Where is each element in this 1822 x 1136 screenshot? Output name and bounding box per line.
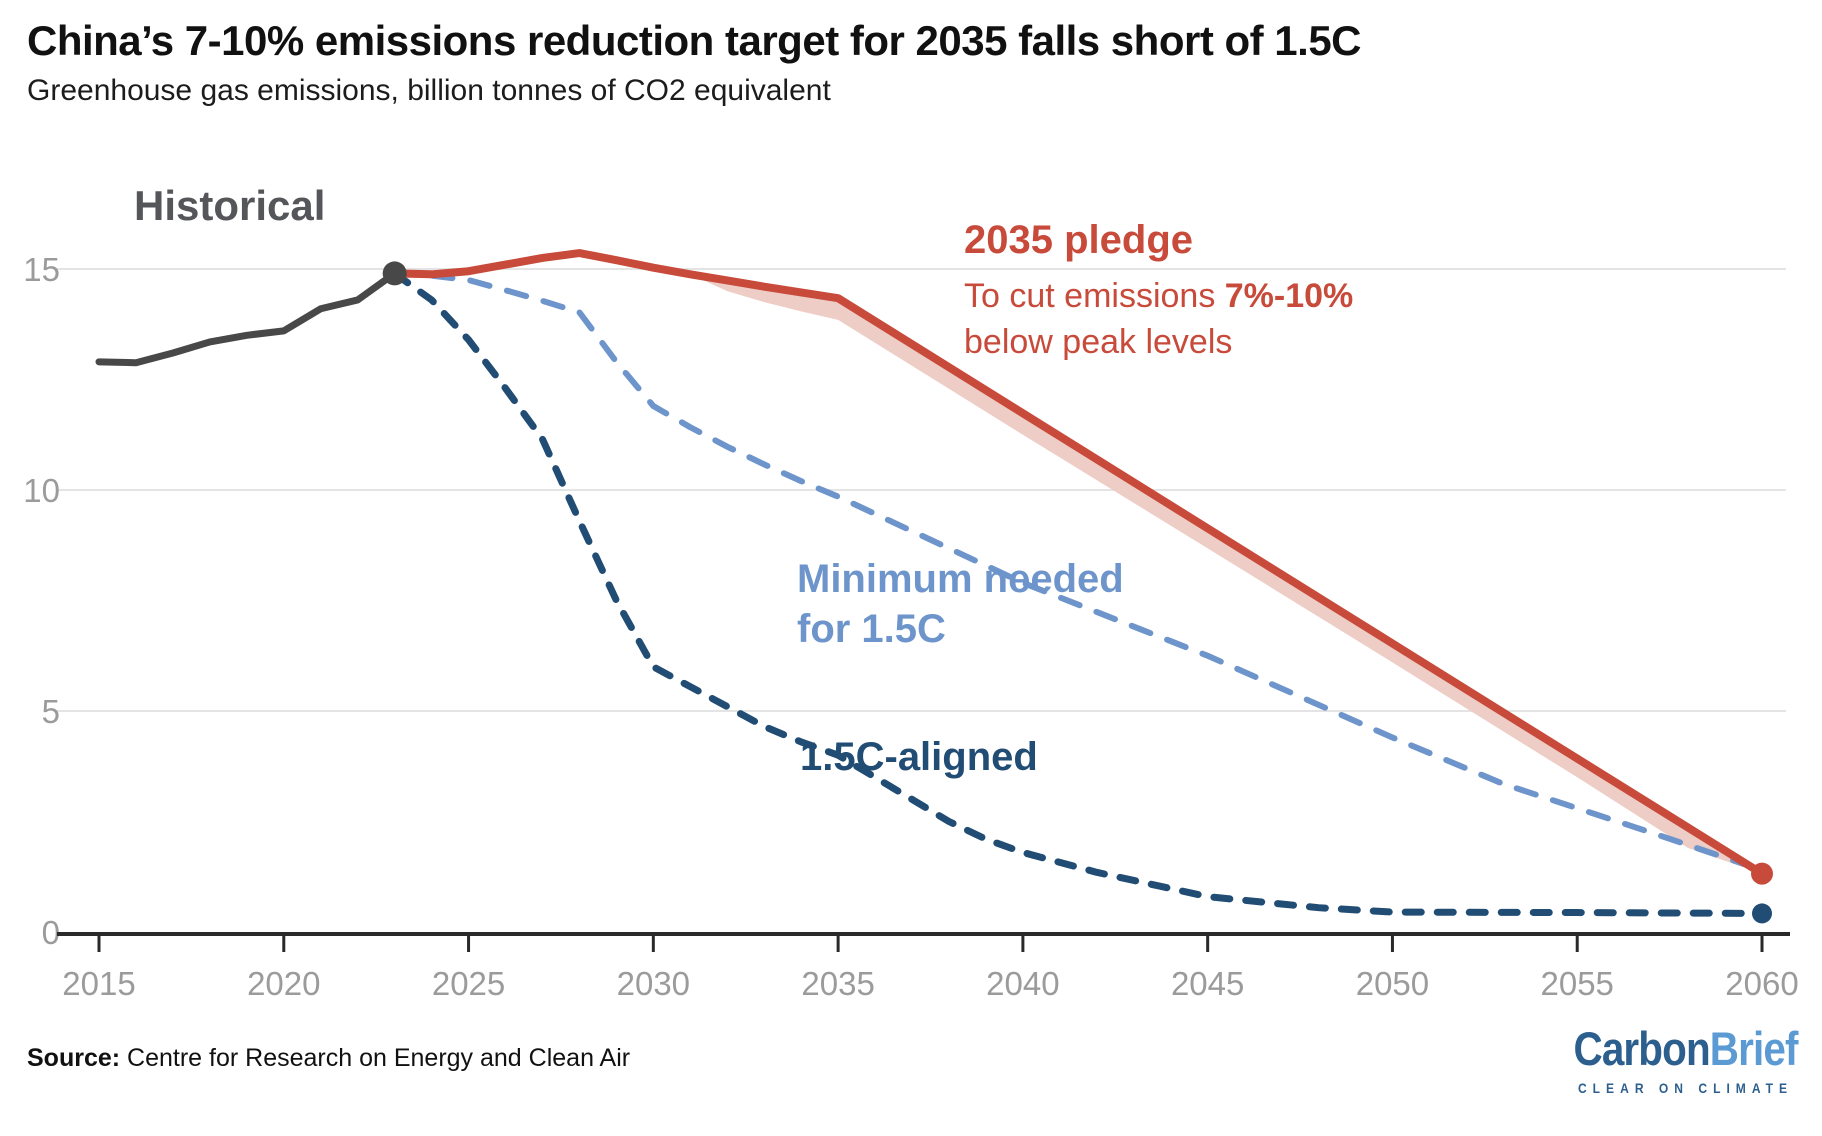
minimum-needed-label: Minimum needed for 1.5C	[797, 554, 1124, 654]
y-axis-label: 0	[42, 914, 60, 951]
pledge-annotation-bold-text: 7%-10%	[1224, 277, 1354, 315]
x-axis-tick-label: 2040	[986, 965, 1059, 1002]
historical-label: Historical	[134, 182, 326, 229]
x-axis-tick-label: 2025	[432, 965, 505, 1002]
source-text: Centre for Research on Energy and Clean …	[120, 1044, 631, 1072]
minimum-needed-label-line1: Minimum needed	[797, 557, 1124, 601]
chart-subtitle: Greenhouse gas emissions, billion tonnes…	[27, 74, 831, 107]
aligned-label: 1.5C-aligned	[800, 735, 1038, 779]
series-line-minimum-1-5c	[391, 270, 1765, 874]
end-dot-1-5c-aligned	[1752, 903, 1772, 924]
pledge-annotation-title: 2035 pledge	[964, 218, 1194, 262]
carbonbrief-logo-name: CarbonBrief	[1573, 1022, 1799, 1075]
x-axis-tick-label: 2045	[1171, 965, 1244, 1002]
x-axis-tick-label: 2035	[801, 965, 874, 1002]
carbonbrief-logo: CarbonBrief CLEAR ON CLIMATE	[1573, 1022, 1799, 1097]
x-axis-tick-label: 2015	[62, 965, 135, 1002]
carbonbrief-logo-tagline: CLEAR ON CLIMATE	[1578, 1080, 1794, 1096]
pledge-annotation-text: To cut emissions	[964, 277, 1225, 315]
pledge-range-band	[690, 274, 1763, 874]
logo-carbon-text: Carbon	[1573, 1022, 1711, 1075]
series-line-pledge-2035	[390, 249, 1766, 878]
x-axis-tick-label: 2060	[1725, 965, 1798, 1002]
chart-header: China’s 7-10% emissions reduction target…	[27, 16, 1362, 108]
series-line-1-5c-aligned	[391, 269, 1766, 917]
x-axis-tick-label: 2030	[617, 965, 690, 1002]
y-axis-label: 15	[23, 251, 60, 288]
minimum-needed-label-line2: for 1.5C	[797, 607, 946, 651]
series-line-historical	[95, 269, 399, 367]
x-axis-tick-label: 2020	[247, 965, 320, 1002]
chart-title: China’s 7-10% emissions reduction target…	[27, 17, 1362, 64]
source-label: Source:	[27, 1044, 121, 1072]
end-dot-pledge-2035	[1751, 862, 1773, 885]
x-axis-tick-label: 2050	[1356, 965, 1429, 1002]
logo-brief-text: Brief	[1710, 1022, 1799, 1075]
x-axis-tick-label: 2055	[1541, 965, 1614, 1002]
source-note: Source: Centre for Research on Energy an…	[27, 1044, 630, 1073]
pledge-annotation-line1: To cut emissions 7%-10%	[964, 273, 1353, 319]
y-axis-label: 10	[23, 472, 60, 509]
pledge-annotation: 2035 pledge To cut emissions 7%-10% belo…	[964, 218, 1353, 365]
end-dot-historical	[382, 261, 407, 286]
pledge-annotation-line2: below peak levels	[964, 323, 1233, 361]
y-axis-label: 5	[42, 693, 60, 730]
